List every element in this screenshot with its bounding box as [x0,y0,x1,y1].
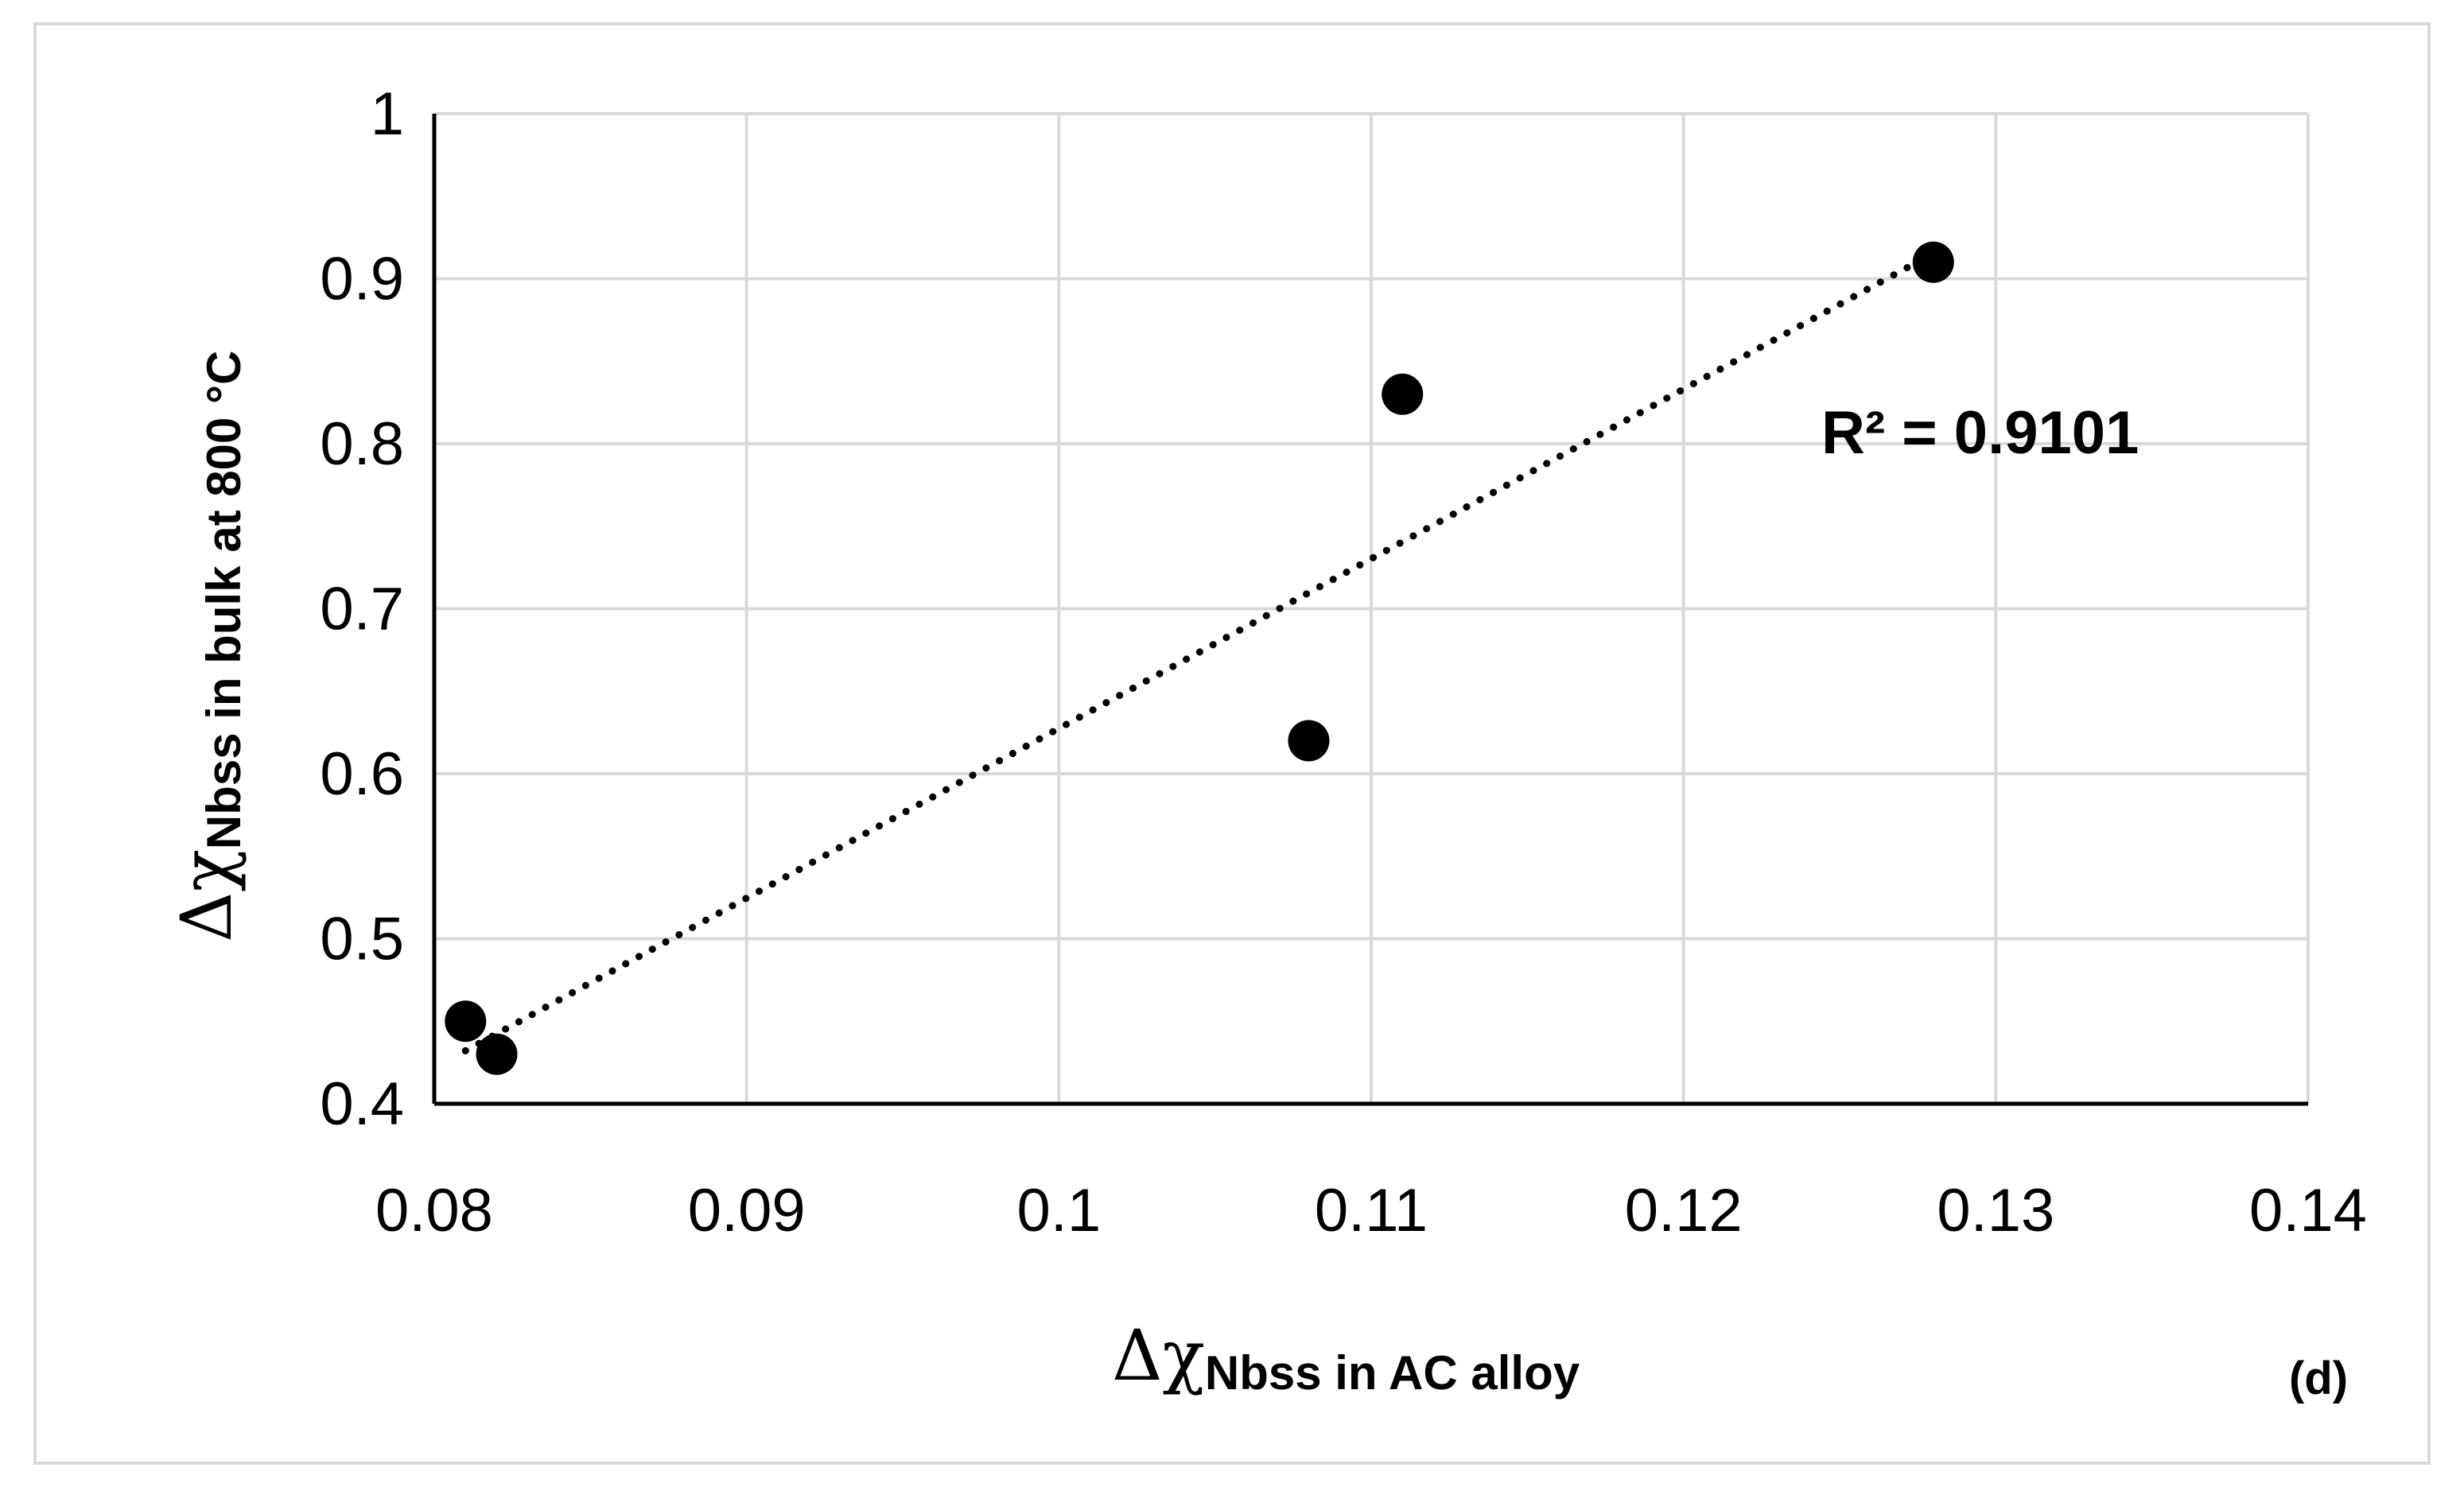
y-tick-labels: 0.4 0.5 0.6 0.7 0.8 0.9 1 [320,80,404,1138]
data-point [1382,373,1424,415]
x-axis-label-main: Δχ [1112,1314,1205,1396]
x-tick-label: 0.08 [375,1177,493,1244]
y-tick-label: 1 [371,80,404,148]
r-squared-label: R² = 0.9101 [1821,399,2139,467]
x-axis-label-sub: Nbss in AC alloy [1205,1346,1580,1400]
data-points [445,241,1954,1075]
data-point [1912,241,1954,283]
x-tick-label: 0.14 [2249,1177,2367,1244]
trendline [461,250,1937,1054]
y-tick-label: 0.4 [320,1070,404,1138]
y-axis-label-main: Δχ [165,849,247,942]
y-axis-label: ΔχNbss in bulk at 800 °C [165,351,251,942]
y-tick-label: 0.8 [320,410,404,478]
data-point [1288,720,1330,762]
x-axis-label: ΔχNbss in AC alloy [1112,1314,1580,1400]
y-tick-label: 0.6 [320,740,404,808]
data-point [445,1000,487,1042]
x-tick-label: 0.12 [1625,1177,1743,1244]
x-tick-label: 0.13 [1937,1177,2054,1244]
y-tick-label: 0.5 [320,906,404,973]
y-axis-label-sub: Nbss in bulk at 800 °C [197,351,251,850]
x-tick-label: 0.1 [1017,1177,1102,1244]
x-tick-label: 0.11 [1315,1177,1428,1244]
x-tick-label: 0.09 [688,1177,806,1244]
panel-label: (d) [2289,1353,2348,1404]
x-tick-labels: 0.08 0.09 0.1 0.11 0.12 0.13 0.14 [375,1177,2367,1244]
axes [432,114,2308,1106]
y-tick-label: 0.9 [320,246,404,313]
data-point [476,1033,518,1075]
y-tick-label: 0.7 [320,576,404,643]
